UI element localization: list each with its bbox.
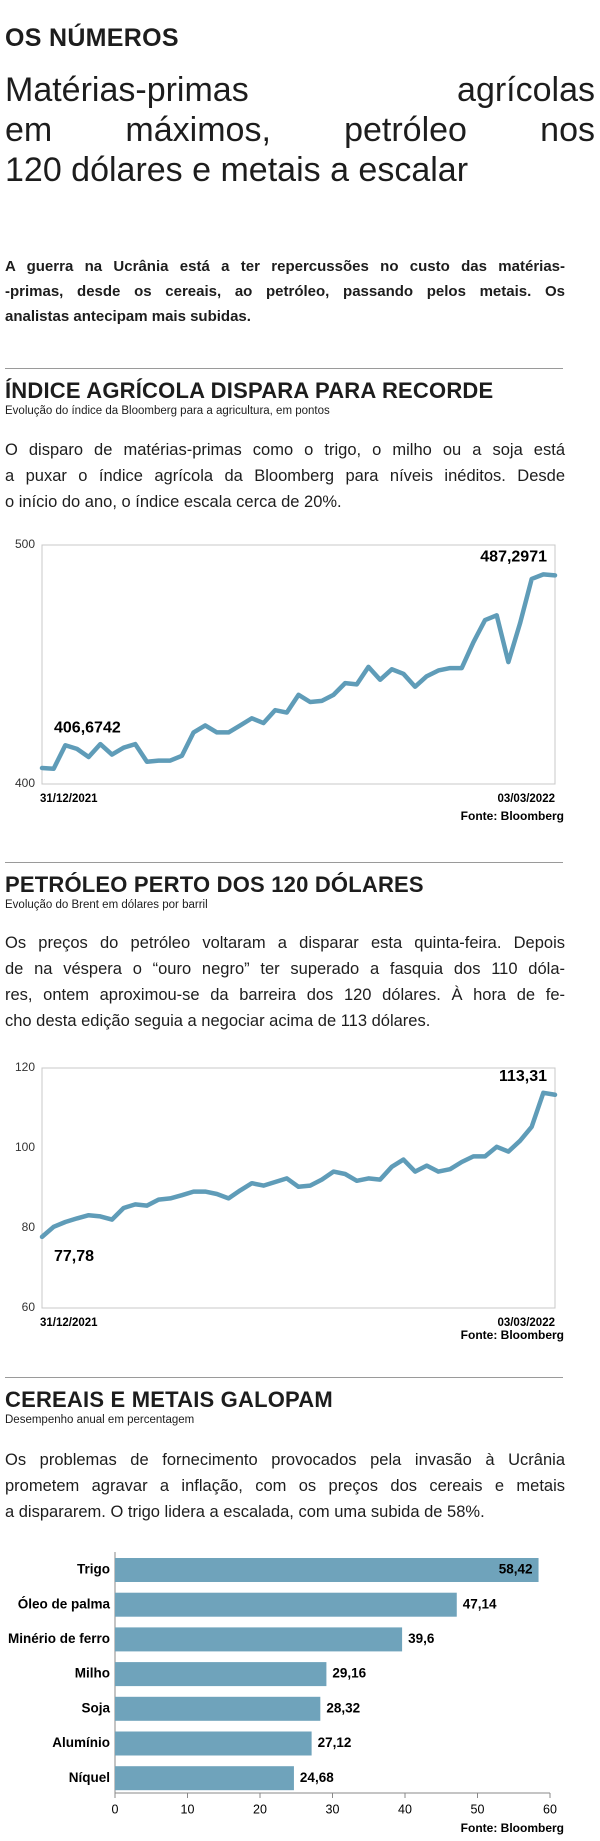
y-tick-label: 120 [15,1060,35,1074]
source: Fonte: Bloomberg [461,809,564,823]
value-label: 24,68 [300,1770,334,1785]
text-line: res, ontem aproximou-se da barreira dos … [5,986,565,1004]
text-line: a dispararem. O trigo lidera a escalada,… [5,1503,485,1521]
section-subtitle: Evolução do Brent em dólares por barril [5,899,208,911]
section-subtitle: Desempenho anual em percentagem [5,1414,195,1426]
text-line: a puxar o índice agrícola da Bloomberg p… [5,467,565,485]
plot-frame [41,1067,556,1309]
section-title: CEREAIS E METAIS GALOPAM [5,1387,333,1412]
x-tick-label: 03/03/2022 [497,793,555,805]
kicker: OS NÚMEROS [5,24,179,52]
y-tick-label: 500 [15,537,35,551]
x-tick-label: 31/12/2021 [40,1317,98,1329]
rule [5,1377,563,1378]
value-label: 113,31 [499,1068,547,1085]
x-tick-label: 03/03/2022 [497,1317,555,1329]
text-line: Os preços do petróleo voltaram a dispara… [5,934,565,952]
text-line: cho desta edição seguia a negociar acima… [5,1012,431,1030]
text-line: A guerra na Ucrânia está a ter repercuss… [5,258,565,275]
lead: A guerra na Ucrânia está a ter repercuss… [5,254,565,329]
value-label: 28,32 [326,1700,360,1715]
text-line: O disparo de matérias-primas como o trig… [5,441,565,459]
x-tick-label: 60 [543,1802,557,1816]
category-label: Soja [81,1700,110,1715]
rule [5,862,563,863]
x-tick-label: 30 [326,1802,340,1816]
y-tick-label: 100 [15,1140,35,1154]
category-label: Óleo de palma [18,1596,111,1611]
value-label: 47,14 [463,1596,497,1611]
x-tick-label: 0 [112,1802,119,1816]
x-tick-label: 10 [181,1802,195,1816]
text-line: -primas, desde os cereais, ao petróleo, … [5,283,565,300]
text-line: Matérias-primas agrícolas [5,71,595,109]
section-title: PETRÓLEO PERTO DOS 120 DÓLARES [5,872,424,897]
category-label: Níquel [69,1770,110,1785]
category-label: Trigo [77,1562,110,1577]
source: Fonte: Bloomberg [461,1328,564,1342]
text-line: em máximos, petróleo nos [5,111,595,149]
line [39,572,558,771]
text-line: de na véspera o “ouro negro” ter superad… [5,960,565,978]
rule [5,368,563,369]
bar [115,1731,312,1756]
section-subtitle: Evolução do índice da Bloomberg para a a… [5,405,330,417]
y-tick-label: 60 [22,1300,36,1314]
section-text: O disparo de matérias-primas como o trig… [5,437,565,515]
x-tick-label: 31/12/2021 [40,793,98,805]
source: Fonte: Bloomberg [461,1821,564,1835]
value-label: 39,6 [408,1631,435,1646]
y-tick-label: 400 [15,776,35,790]
plot-frame [41,544,556,785]
value-label: 77,78 [54,1248,94,1265]
y-tick-label: 80 [22,1220,36,1234]
value-label: 29,16 [332,1666,366,1681]
bar [115,1558,539,1582]
bar [115,1592,457,1617]
text-line: Os problemas de fornecimento provocados … [5,1451,565,1469]
bar [115,1627,403,1652]
section-text: Os preços do petróleo voltaram a dispara… [5,930,565,1034]
value-label: 58,42 [499,1562,533,1577]
category-label: Milho [75,1666,110,1681]
category-label: Alumínio [52,1735,110,1750]
section-title: ÍNDICE AGRÍCOLA DISPARA PARA RECORDE [5,378,494,403]
bar [115,1696,321,1721]
x-tick-label: 50 [471,1802,485,1816]
category-label: Minério de ferro [8,1631,110,1646]
line [39,1090,558,1240]
value-label: 487,2971 [480,549,547,566]
value-label: 27,12 [318,1735,352,1750]
text-line: 120 dólares e metais a escalar [5,151,469,189]
value-label: 406,6742 [54,719,121,736]
text-line: o início do ano, o índice escala cerca d… [5,493,342,511]
bar [115,1766,294,1791]
section-text: Os problemas de fornecimento provocados … [5,1447,565,1525]
headline: Matérias-primas agrícolas em máximos, pet… [5,70,595,190]
bar [115,1662,327,1687]
text-line: analistas antecipam mais subidas. [5,308,251,325]
x-tick-label: 20 [253,1802,267,1816]
text-line: prometem agravar a inflação, com os preç… [5,1477,565,1495]
x-tick-label: 40 [398,1802,412,1816]
